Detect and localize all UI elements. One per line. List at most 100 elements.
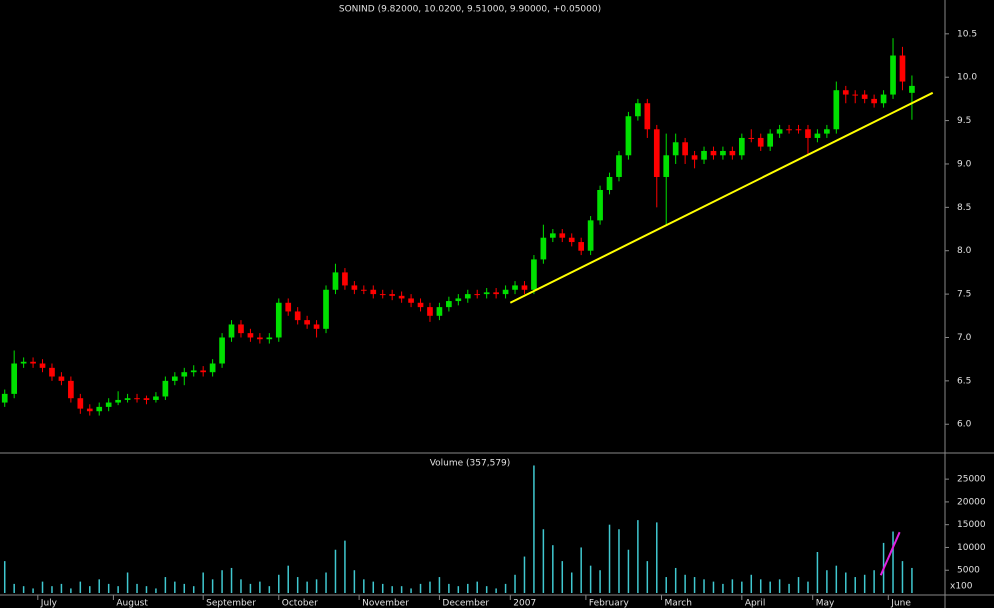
volume-bar [835, 565, 838, 593]
volume-bar [448, 583, 450, 593]
y-tick-label: 25000 [957, 475, 986, 485]
candle-body [616, 155, 622, 177]
candle-body [474, 294, 481, 296]
candle-body [464, 294, 471, 299]
candle-body [899, 55, 906, 82]
volume-bar [778, 579, 781, 593]
volume-bar [296, 577, 299, 593]
volume-bar [523, 556, 526, 593]
candle-body [68, 380, 74, 399]
volume-bar [136, 583, 138, 593]
candle-body [786, 129, 792, 131]
volume-bar [240, 579, 242, 593]
volume-bar [164, 577, 167, 593]
candle-body [20, 361, 27, 364]
candle-body [540, 237, 547, 260]
volume-bar [315, 579, 318, 593]
volume-bar [353, 570, 356, 593]
candle-body [767, 133, 774, 147]
volume-bar [391, 586, 393, 593]
candle-body [757, 137, 764, 147]
candle-body [549, 233, 556, 238]
candle-body [842, 90, 849, 95]
candle-body [96, 406, 103, 412]
candle-body [266, 337, 273, 340]
volume-bar [570, 572, 573, 593]
volume-bar [363, 579, 365, 593]
volume-bar [13, 583, 15, 593]
volume-bar [287, 565, 289, 593]
volume-bar [89, 586, 91, 593]
candle-body [124, 398, 131, 400]
volume-bar [580, 547, 582, 593]
candle-body [890, 55, 896, 95]
volume-bar [438, 577, 441, 593]
volume-bar [712, 581, 715, 593]
candle-body [228, 324, 235, 338]
volume-bar [117, 586, 119, 593]
candle-body [795, 129, 802, 131]
x-tick-label: February [589, 599, 630, 608]
candle-body [805, 129, 811, 138]
volume-bar [722, 583, 724, 593]
volume-bar [268, 586, 271, 593]
y-tick-label: 7.0 [957, 333, 972, 343]
candle-body [30, 361, 36, 364]
volume-bar [495, 588, 497, 593]
volume-bar [98, 579, 100, 593]
candle-body [606, 176, 613, 190]
candle-body [625, 116, 632, 156]
candle-body [332, 272, 339, 290]
candle-body [672, 142, 679, 156]
volume-bar [665, 577, 667, 593]
volume-bar [656, 522, 658, 593]
unit-label: x100 [950, 582, 973, 592]
volume-bar [797, 577, 800, 593]
candle-body [436, 307, 443, 316]
volume-bar [467, 583, 469, 593]
volume-bar [410, 588, 412, 593]
candle-body [653, 129, 660, 177]
candle-body [285, 302, 292, 312]
candle-body [833, 90, 840, 130]
volume-bar [826, 570, 828, 593]
candle-body [597, 189, 603, 221]
candle-body [729, 150, 736, 156]
volume-bar [807, 581, 809, 593]
candle-body [682, 142, 688, 156]
candle-body [143, 398, 150, 400]
volume-bar [731, 579, 734, 593]
volume-bar [429, 581, 431, 593]
candle-body [587, 220, 594, 251]
volume-bar [126, 572, 129, 593]
volume-bar [381, 583, 384, 593]
candle-body [578, 242, 585, 251]
candle-body [190, 370, 197, 373]
candle-body [323, 289, 329, 329]
volume-bar [703, 579, 705, 593]
candle-body [219, 337, 225, 364]
volume-bar [155, 588, 157, 593]
candle-body [663, 155, 670, 177]
candle-body [238, 324, 244, 334]
volume-bar [637, 520, 639, 593]
candle-body [86, 408, 93, 412]
candle-body [427, 307, 433, 316]
candle-body [814, 133, 821, 138]
volume-bar [107, 583, 110, 593]
candle-body [824, 129, 830, 134]
candle-body [691, 155, 698, 160]
volume-bar [202, 572, 204, 593]
candle-body [720, 150, 726, 156]
x-tick-label: June [890, 599, 911, 608]
candle-body [105, 402, 112, 407]
candle-body [115, 399, 121, 403]
volume-bar [750, 574, 753, 593]
volume-bar [344, 540, 346, 593]
volume-bar [892, 531, 894, 593]
candle-body [909, 85, 915, 93]
y-tick-label: 8.0 [957, 246, 972, 256]
candle-body [1, 393, 8, 403]
candle-body [880, 94, 887, 104]
